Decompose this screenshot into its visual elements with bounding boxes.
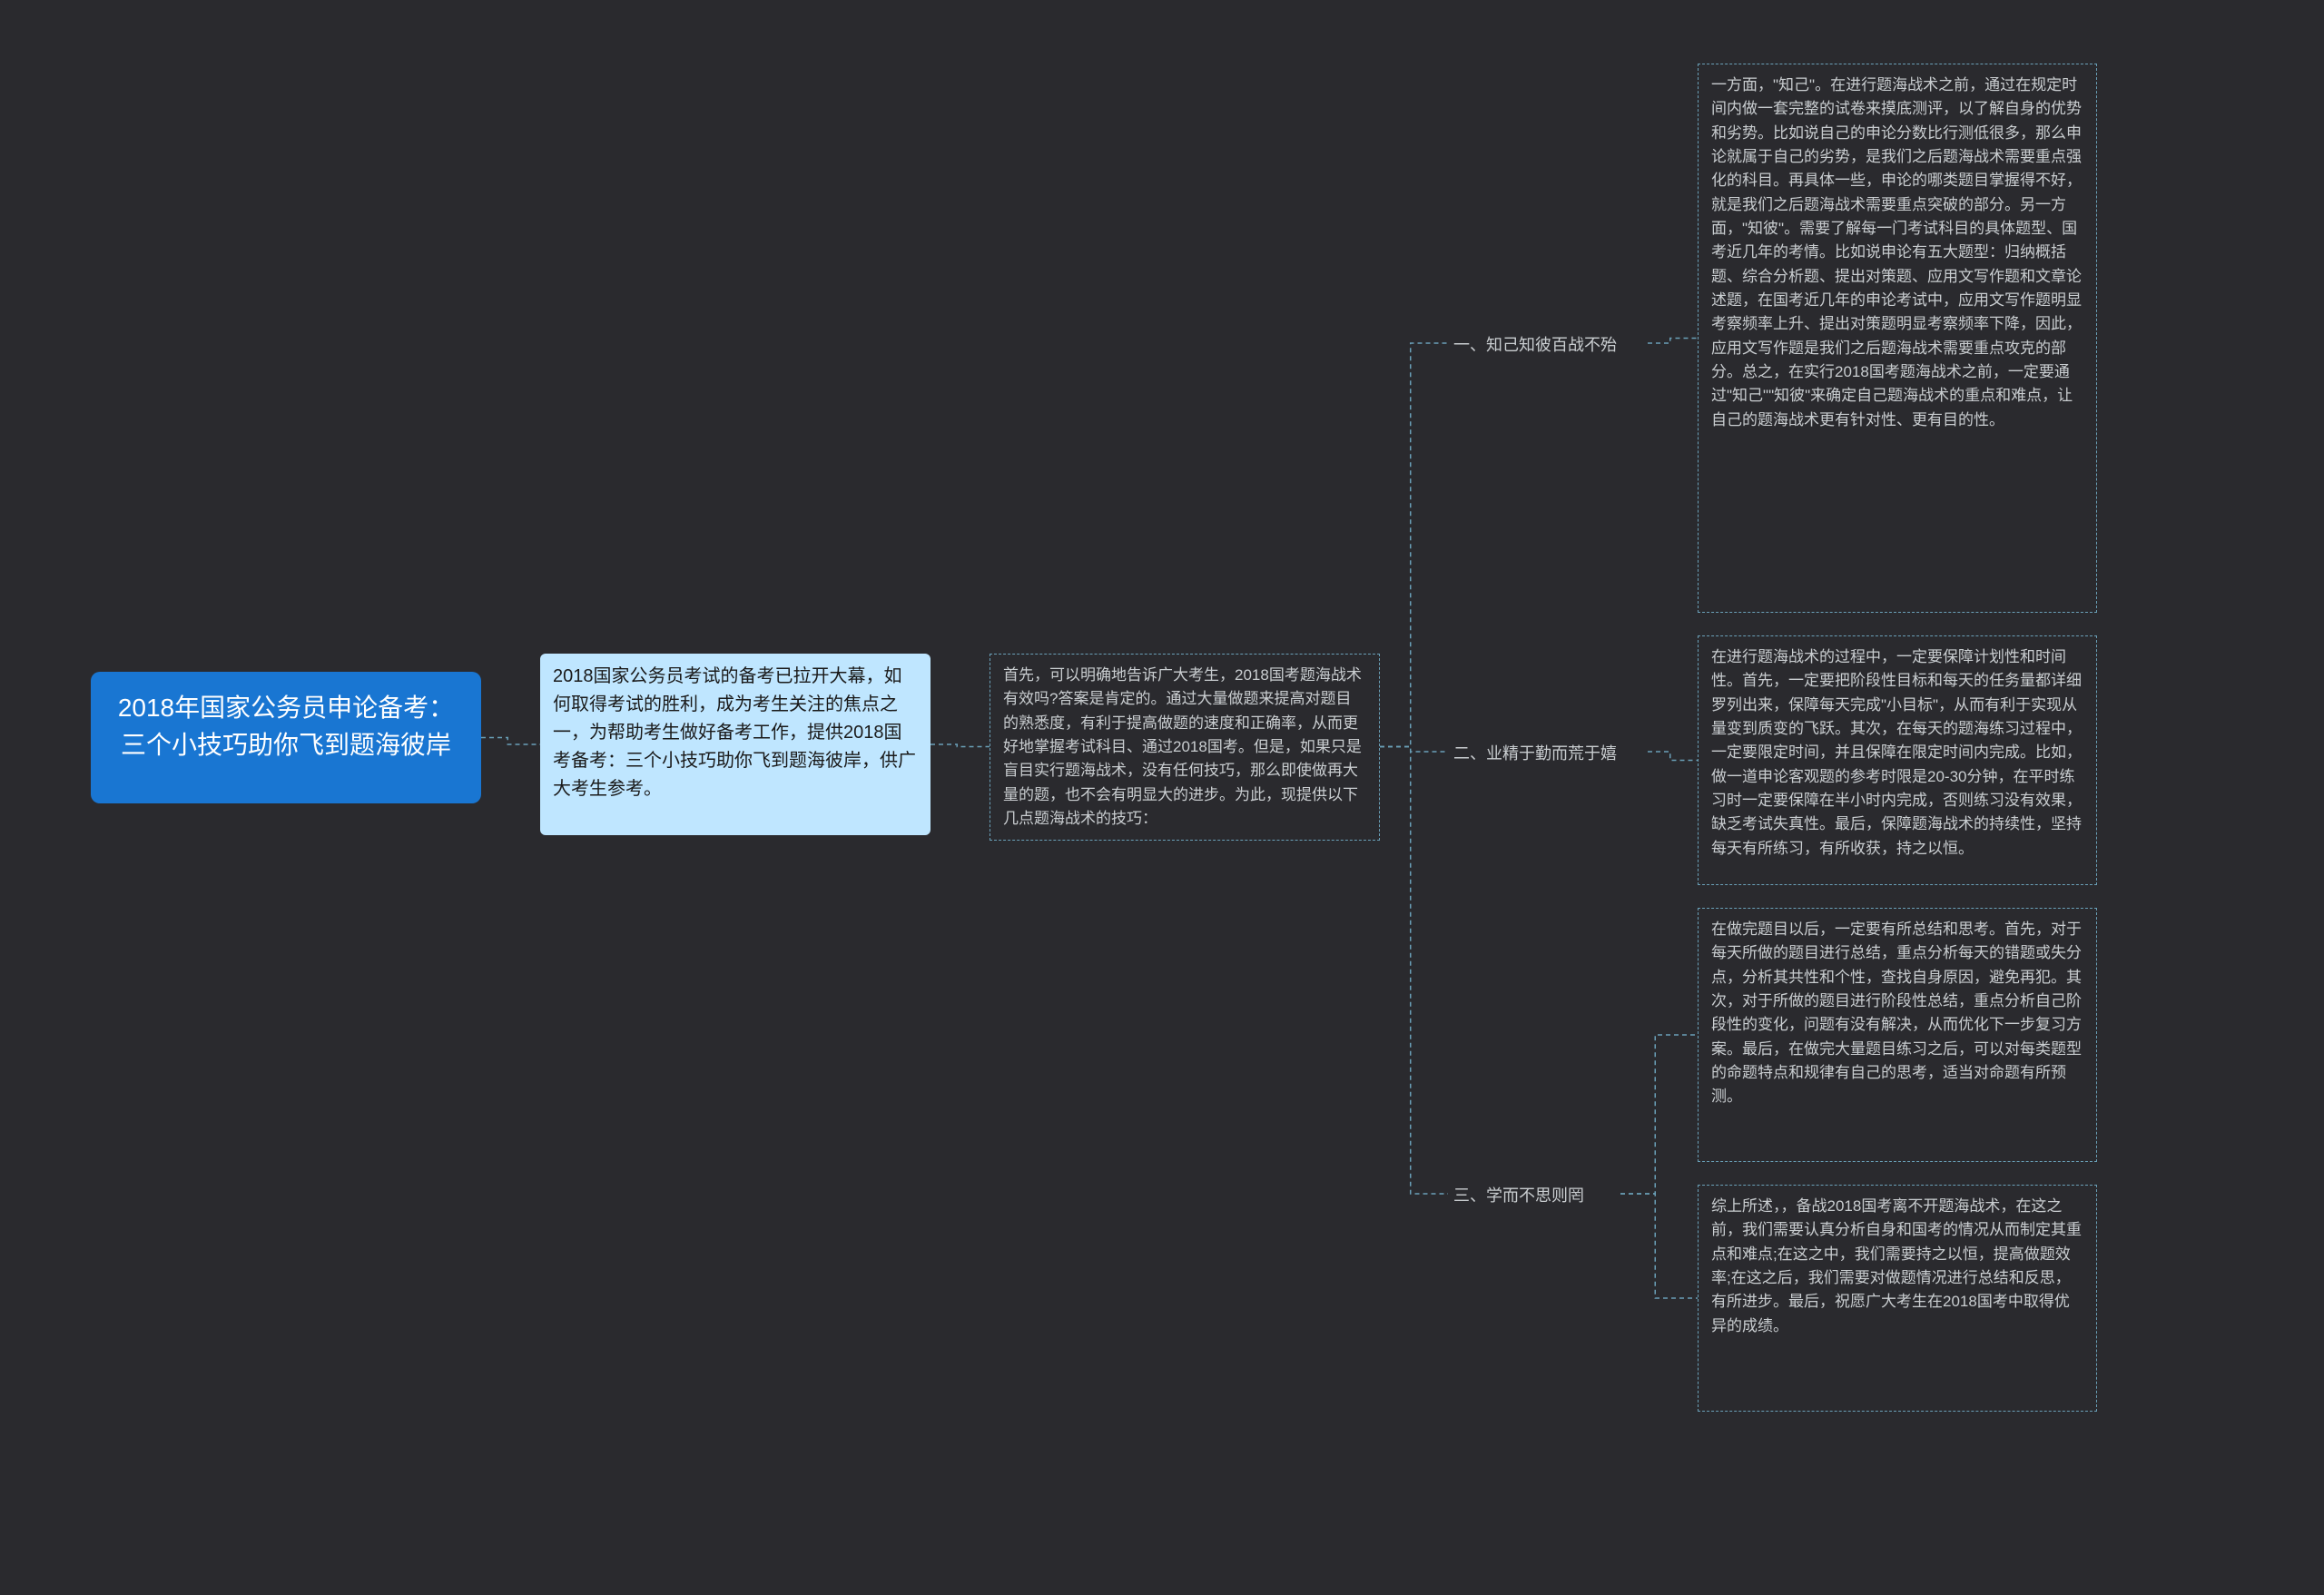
branch-1-label-text: 一、知己知彼百战不殆: [1453, 336, 1617, 354]
leaf-3b[interactable]: 综上所述，，备战2018国考离不开题海战术，在这之前，我们需要认真分析自身和国考…: [1698, 1185, 2097, 1412]
branch-3-label-text: 三、学而不思则罔: [1453, 1186, 1584, 1205]
branch-2-label[interactable]: 二、业精于勤而荒于嬉: [1448, 738, 1648, 771]
connector: [1648, 752, 1698, 761]
leaf-3a-text: 在做完题目以后，一定要有所总结和思考。首先，对于每天所做的题目进行总结，重点分析…: [1711, 921, 2082, 1105]
connector: [1648, 339, 1698, 344]
connector: [931, 744, 990, 747]
leaf-1-text: 一方面，"知己"。在进行题海战术之前，通过在规定时间内做一套完整的试卷来摸底测评…: [1711, 76, 2082, 428]
root-node[interactable]: 2018年国家公务员申论备考：三个小技巧助你飞到题海彼岸: [91, 672, 481, 803]
branch-1-label[interactable]: 一、知己知彼百战不殆: [1448, 330, 1648, 362]
root-text: 2018年国家公务员申论备考：三个小技巧助你飞到题海彼岸: [118, 694, 454, 759]
level2-text: 首先，可以明确地告诉广大考生，2018国考题海战术有效吗?答案是肯定的。通过大量…: [1003, 666, 1362, 827]
level1-node[interactable]: 2018国家公务员考试的备考已拉开大幕，如何取得考试的胜利，成为考生关注的焦点之…: [540, 654, 931, 835]
connector: [1620, 1194, 1698, 1298]
connector: [1380, 747, 1448, 1195]
level1-text: 2018国家公务员考试的备考已拉开大幕，如何取得考试的胜利，成为考生关注的焦点之…: [553, 666, 916, 799]
leaf-3a[interactable]: 在做完题目以后，一定要有所总结和思考。首先，对于每天所做的题目进行总结，重点分析…: [1698, 908, 2097, 1162]
branch-3-label[interactable]: 三、学而不思则罔: [1448, 1180, 1620, 1213]
leaf-1[interactable]: 一方面，"知己"。在进行题海战术之前，通过在规定时间内做一套完整的试卷来摸底测评…: [1698, 64, 2097, 613]
branch-2-label-text: 二、业精于勤而荒于嬉: [1453, 744, 1617, 763]
connector: [481, 738, 540, 745]
connector: [1380, 343, 1448, 747]
connector: [1380, 747, 1448, 753]
leaf-3b-text: 综上所述，，备战2018国考离不开题海战术，在这之前，我们需要认真分析自身和国考…: [1711, 1197, 2082, 1334]
connector: [1620, 1035, 1698, 1194]
leaf-2-text: 在进行题海战术的过程中，一定要保障计划性和时间性。首先，一定要把阶段性目标和每天…: [1711, 648, 2082, 857]
leaf-2[interactable]: 在进行题海战术的过程中，一定要保障计划性和时间性。首先，一定要把阶段性目标和每天…: [1698, 635, 2097, 885]
level2-node[interactable]: 首先，可以明确地告诉广大考生，2018国考题海战术有效吗?答案是肯定的。通过大量…: [990, 654, 1380, 841]
